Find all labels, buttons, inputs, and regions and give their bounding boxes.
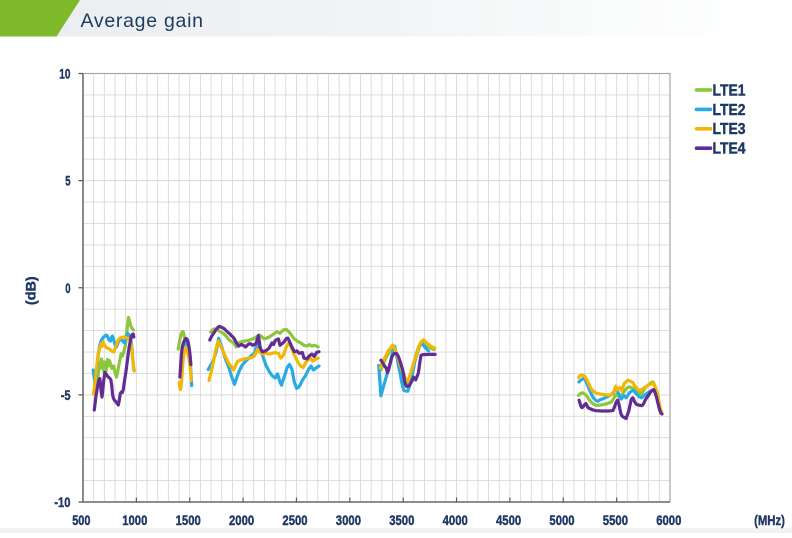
svg-text:5500: 5500 [603, 512, 628, 528]
svg-text:1000: 1000 [122, 512, 147, 528]
svg-text:2500: 2500 [282, 512, 307, 528]
svg-text:0: 0 [65, 280, 70, 296]
svg-text:4000: 4000 [443, 512, 468, 528]
svg-text:(MHz): (MHz) [754, 512, 785, 528]
svg-text:Average gain: Average gain [81, 10, 204, 32]
svg-text:3500: 3500 [389, 512, 414, 528]
svg-text:5: 5 [65, 173, 70, 189]
svg-text:2000: 2000 [229, 512, 254, 528]
svg-text:LTE1: LTE1 [713, 82, 746, 99]
svg-text:LTE4: LTE4 [713, 141, 746, 158]
svg-text:1500: 1500 [176, 512, 201, 528]
svg-text:6000: 6000 [656, 512, 681, 528]
svg-text:10: 10 [59, 66, 70, 82]
svg-text:(dB): (dB) [22, 276, 38, 305]
svg-text:LTE2: LTE2 [713, 102, 746, 119]
svg-text:LTE3: LTE3 [713, 121, 746, 138]
svg-text:-10: -10 [54, 494, 70, 510]
svg-text:3000: 3000 [336, 512, 361, 528]
svg-text:500: 500 [72, 512, 90, 528]
svg-text:-5: -5 [61, 387, 71, 403]
svg-text:4500: 4500 [496, 512, 521, 528]
svg-text:5000: 5000 [549, 512, 574, 528]
